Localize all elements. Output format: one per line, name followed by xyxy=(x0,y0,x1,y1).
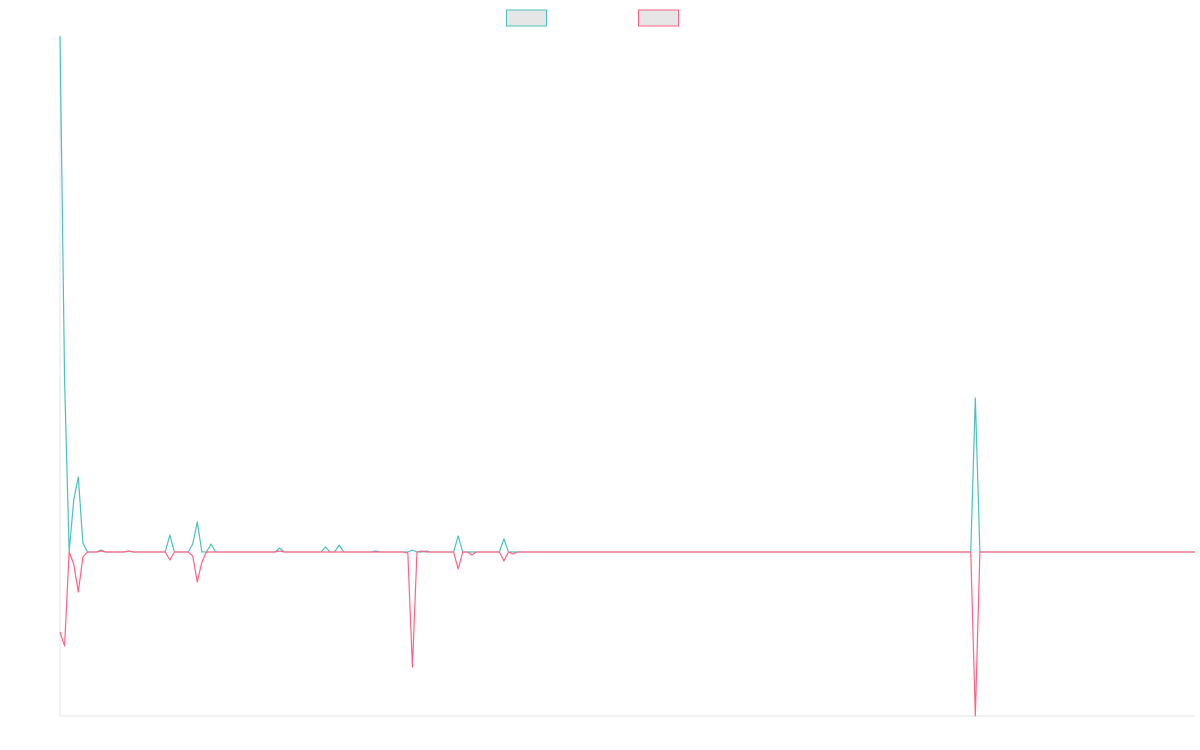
line-series xyxy=(59,35,1195,553)
legend-swatch xyxy=(506,9,547,27)
legend-swatch xyxy=(638,9,679,27)
line-series xyxy=(59,550,1195,717)
